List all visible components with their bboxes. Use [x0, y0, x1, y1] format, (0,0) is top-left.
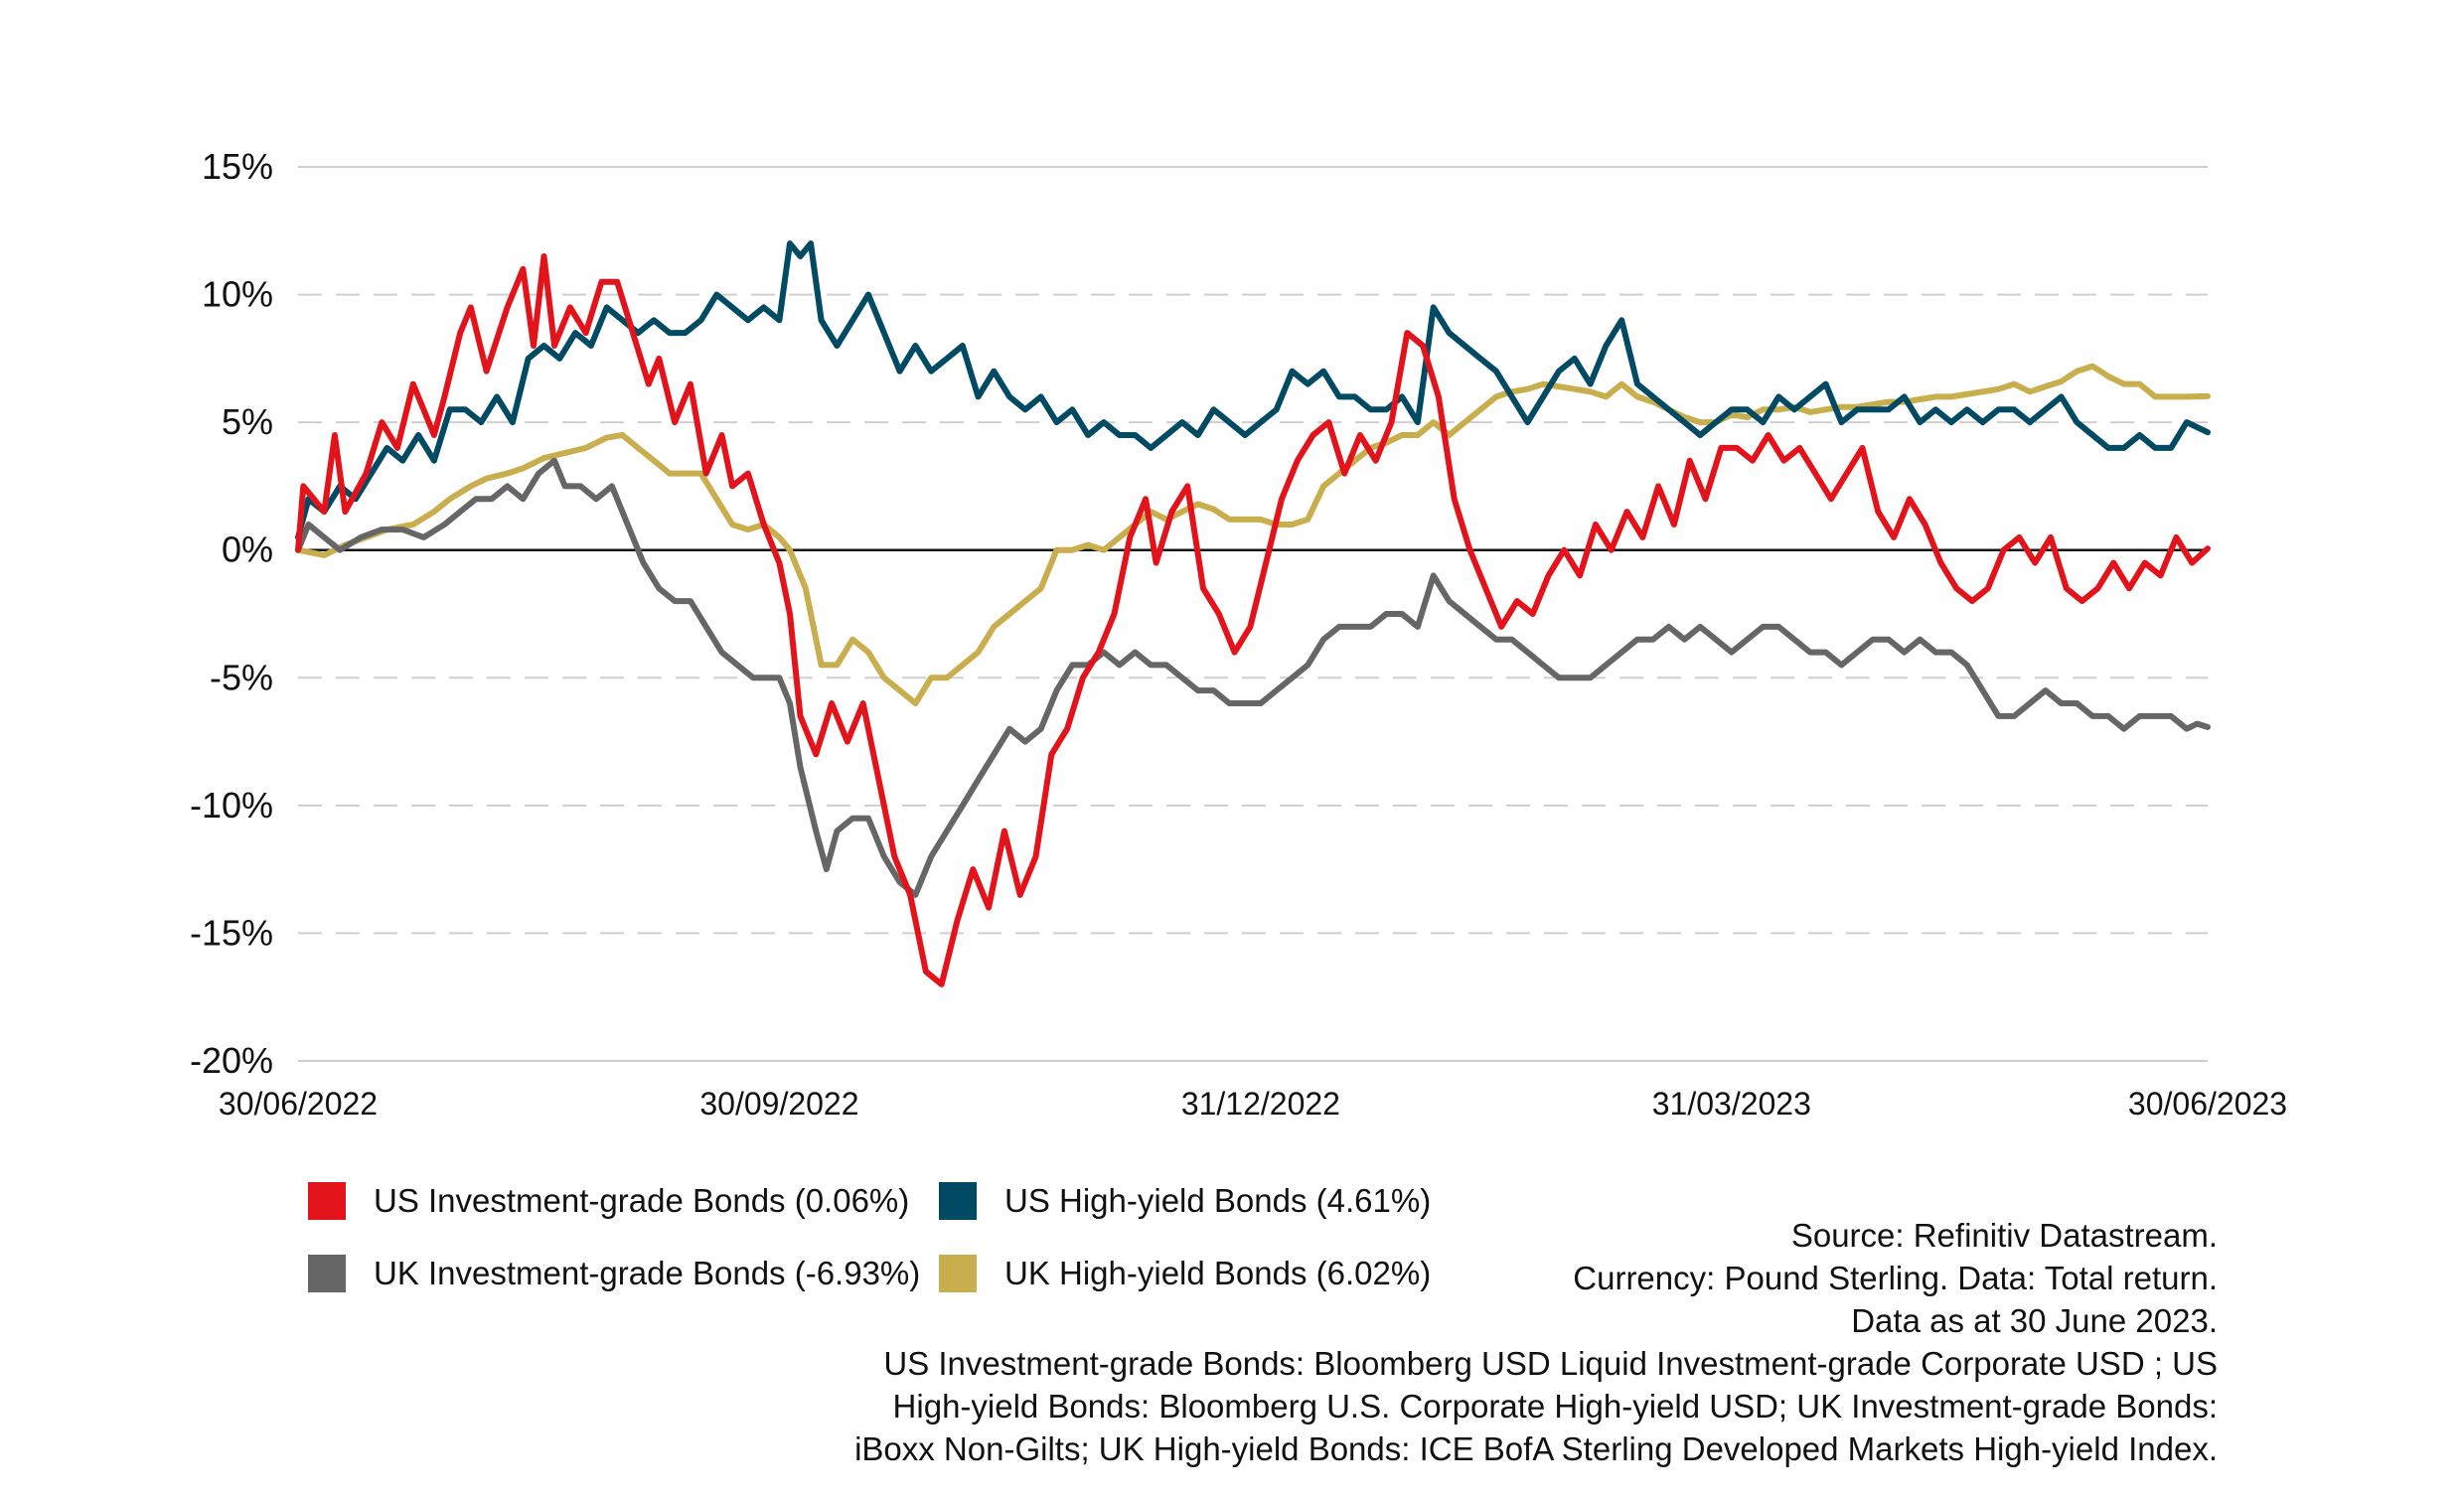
series-uk-investment-grade [295, 457, 2211, 898]
legend-label-uk-ig: UK Investment-grade Bonds (-6.93%) [374, 1255, 921, 1291]
y-tick-label: 5% [222, 401, 273, 442]
x-tick-label: 31/03/2023 [1652, 1086, 1811, 1122]
y-tick-label: -10% [190, 785, 273, 826]
legend-swatch-us-hy [939, 1182, 977, 1220]
legend-label-us-ig: US Investment-grade Bonds (0.06%) [374, 1182, 910, 1219]
legend-label-uk-hy: UK High-yield Bonds (6.02%) [1004, 1255, 1432, 1291]
note-source: Source: Refinitiv Datastream. [1790, 1217, 2218, 1254]
legend-label-us-hy: US High-yield Bonds (4.61%) [1004, 1182, 1432, 1219]
legend: US Investment-grade Bonds (0.06%) US Hig… [298, 1172, 1490, 1341]
note-indices-line3: iBoxx Non-Gilts; UK High-yield Bonds: IC… [854, 1430, 2218, 1467]
y-tick-label: 15% [202, 146, 273, 187]
x-tick-label: 30/09/2022 [699, 1086, 858, 1122]
series-us-high-yield [295, 240, 2211, 540]
legend-item-uk-ig: UK Investment-grade Bonds (-6.93%) [308, 1255, 920, 1292]
legend-swatch-us-ig [308, 1182, 346, 1220]
x-tick-label: 30/06/2022 [219, 1086, 378, 1122]
legend-item-uk-hy: UK High-yield Bonds (6.02%) [939, 1255, 1431, 1292]
legend-item-us-hy: US High-yield Bonds (4.61%) [939, 1182, 1431, 1220]
y-tick-label: -20% [190, 1040, 273, 1081]
note-indices-line1: US Investment-grade Bonds: Bloomberg USD… [883, 1345, 2218, 1382]
y-tick-label: 0% [222, 529, 273, 570]
legend-item-us-ig: US Investment-grade Bonds (0.06%) [308, 1182, 909, 1220]
legend-swatch-uk-hy [939, 1255, 977, 1292]
note-currency: Currency: Pound Sterling. Data: Total re… [1573, 1260, 2218, 1296]
y-tick-label: -15% [190, 912, 273, 953]
note-indices-line2: High-yield Bonds: Bloomberg U.S. Corpora… [892, 1388, 2218, 1425]
x-tick-label: 31/12/2022 [1181, 1086, 1340, 1122]
x-tick-label: 30/06/2023 [2128, 1086, 2287, 1122]
chart: 15% 10% 5% 0% -5% -10% -15% -20% 30/06/2022 30/09… [190, 146, 2287, 1122]
legend-swatch-uk-ig [308, 1255, 346, 1292]
y-tick-label: -5% [210, 657, 273, 697]
y-tick-label: 10% [202, 274, 273, 315]
series-us-investment-grade [295, 253, 2211, 987]
note-date: Data as at 30 June 2023. [1851, 1302, 2218, 1339]
source-notes: Source: Refinitiv Datastream. Currency: … [727, 1214, 2218, 1470]
series-uk-high-yield [295, 363, 2211, 706]
